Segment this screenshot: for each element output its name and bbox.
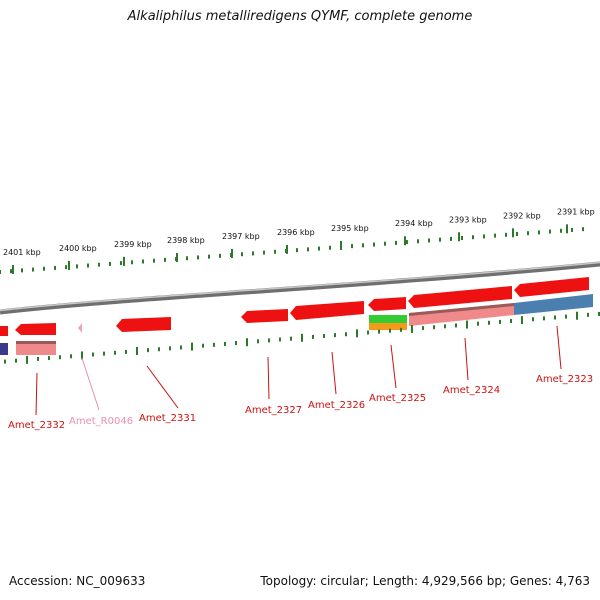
label-leader-line	[390, 344, 397, 389]
gene-arrow-amet-2323[interactable]	[514, 277, 589, 297]
map-title: Alkaliphilus metalliredigens QYMF, compl…	[127, 9, 473, 24]
upper-scale	[0, 224, 584, 275]
gene-label[interactable]: Amet_2326	[308, 400, 365, 411]
gene-label[interactable]: Amet_2324	[443, 385, 500, 396]
gene-arrow-amet-2332[interactable]	[15, 323, 56, 335]
gene-arrow[interactable]	[0, 326, 8, 336]
gene-label[interactable]: Amet_2331	[139, 413, 196, 424]
feature-green[interactable]	[369, 315, 407, 323]
upper-scale-labels: 2401 kbp 2400 kbp 2399 kbp 2398 kbp 2397 kbp…	[3, 207, 595, 257]
gene-label[interactable]: Amet_2332	[8, 420, 65, 431]
scale-tick-label: 2394 kbp	[395, 219, 433, 228]
genome-backbone-highlight	[0, 261, 600, 312]
scale-tick-label: 2398 kbp	[167, 236, 205, 245]
scale-tick-label: 2392 kbp	[503, 211, 541, 220]
cds-block-navy[interactable]	[0, 343, 8, 355]
cds-block-amet-2324[interactable]	[409, 303, 514, 326]
feature-orange[interactable]	[369, 323, 407, 330]
feature-track	[0, 277, 593, 355]
scale-tick-label: 2401 kbp	[3, 248, 41, 257]
label-leader-line	[146, 365, 179, 409]
genome-backbone	[0, 261, 600, 315]
gene-arrow-amet-2324[interactable]	[408, 286, 512, 308]
label-leader-line	[35, 372, 38, 416]
cds-block-edge	[16, 341, 56, 344]
label-leader-line	[464, 337, 469, 381]
gene-arrow-amet-2331[interactable]	[116, 317, 171, 332]
label-leader-line	[556, 325, 562, 370]
label-leader-line	[267, 356, 270, 400]
scale-tick-label: 2400 kbp	[59, 244, 97, 253]
scale-tick-label: 2397 kbp	[222, 232, 260, 241]
accession-text: Accession: NC_009633	[9, 574, 146, 588]
gene-label[interactable]: Amet_2327	[245, 405, 302, 416]
gene-label[interactable]: Amet_R0046	[69, 416, 133, 427]
topology-text: Topology: circular; Length: 4,929,566 bp…	[260, 574, 590, 588]
label-leader-lines	[35, 325, 562, 416]
gene-arrow-amet-2326[interactable]	[290, 301, 364, 320]
scale-tick-label: 2399 kbp	[114, 240, 152, 249]
gene-labels: Amet_2332 Amet_R0046 Amet_2331 Amet_2327 Ame…	[8, 374, 593, 431]
scale-tick-label: 2391 kbp	[557, 207, 595, 216]
rrna-arrow-amet-r0046[interactable]	[78, 323, 82, 333]
lower-scale	[4, 311, 600, 364]
label-leader-line	[81, 357, 100, 411]
scale-tick-label: 2393 kbp	[449, 215, 487, 224]
gene-label[interactable]: Amet_2323	[536, 374, 593, 385]
scale-tick-label: 2395 kbp	[331, 224, 369, 233]
cds-block-amet-2323[interactable]	[514, 294, 593, 315]
gene-label[interactable]: Amet_2325	[369, 393, 426, 404]
label-leader-line	[331, 351, 337, 395]
cds-block-edge	[409, 303, 514, 316]
scale-tick-label: 2396 kbp	[277, 228, 315, 237]
gene-arrow-amet-2325[interactable]	[368, 297, 406, 311]
cds-block-amet-2332[interactable]	[16, 341, 56, 355]
gene-arrow-amet-2327[interactable]	[241, 309, 288, 323]
